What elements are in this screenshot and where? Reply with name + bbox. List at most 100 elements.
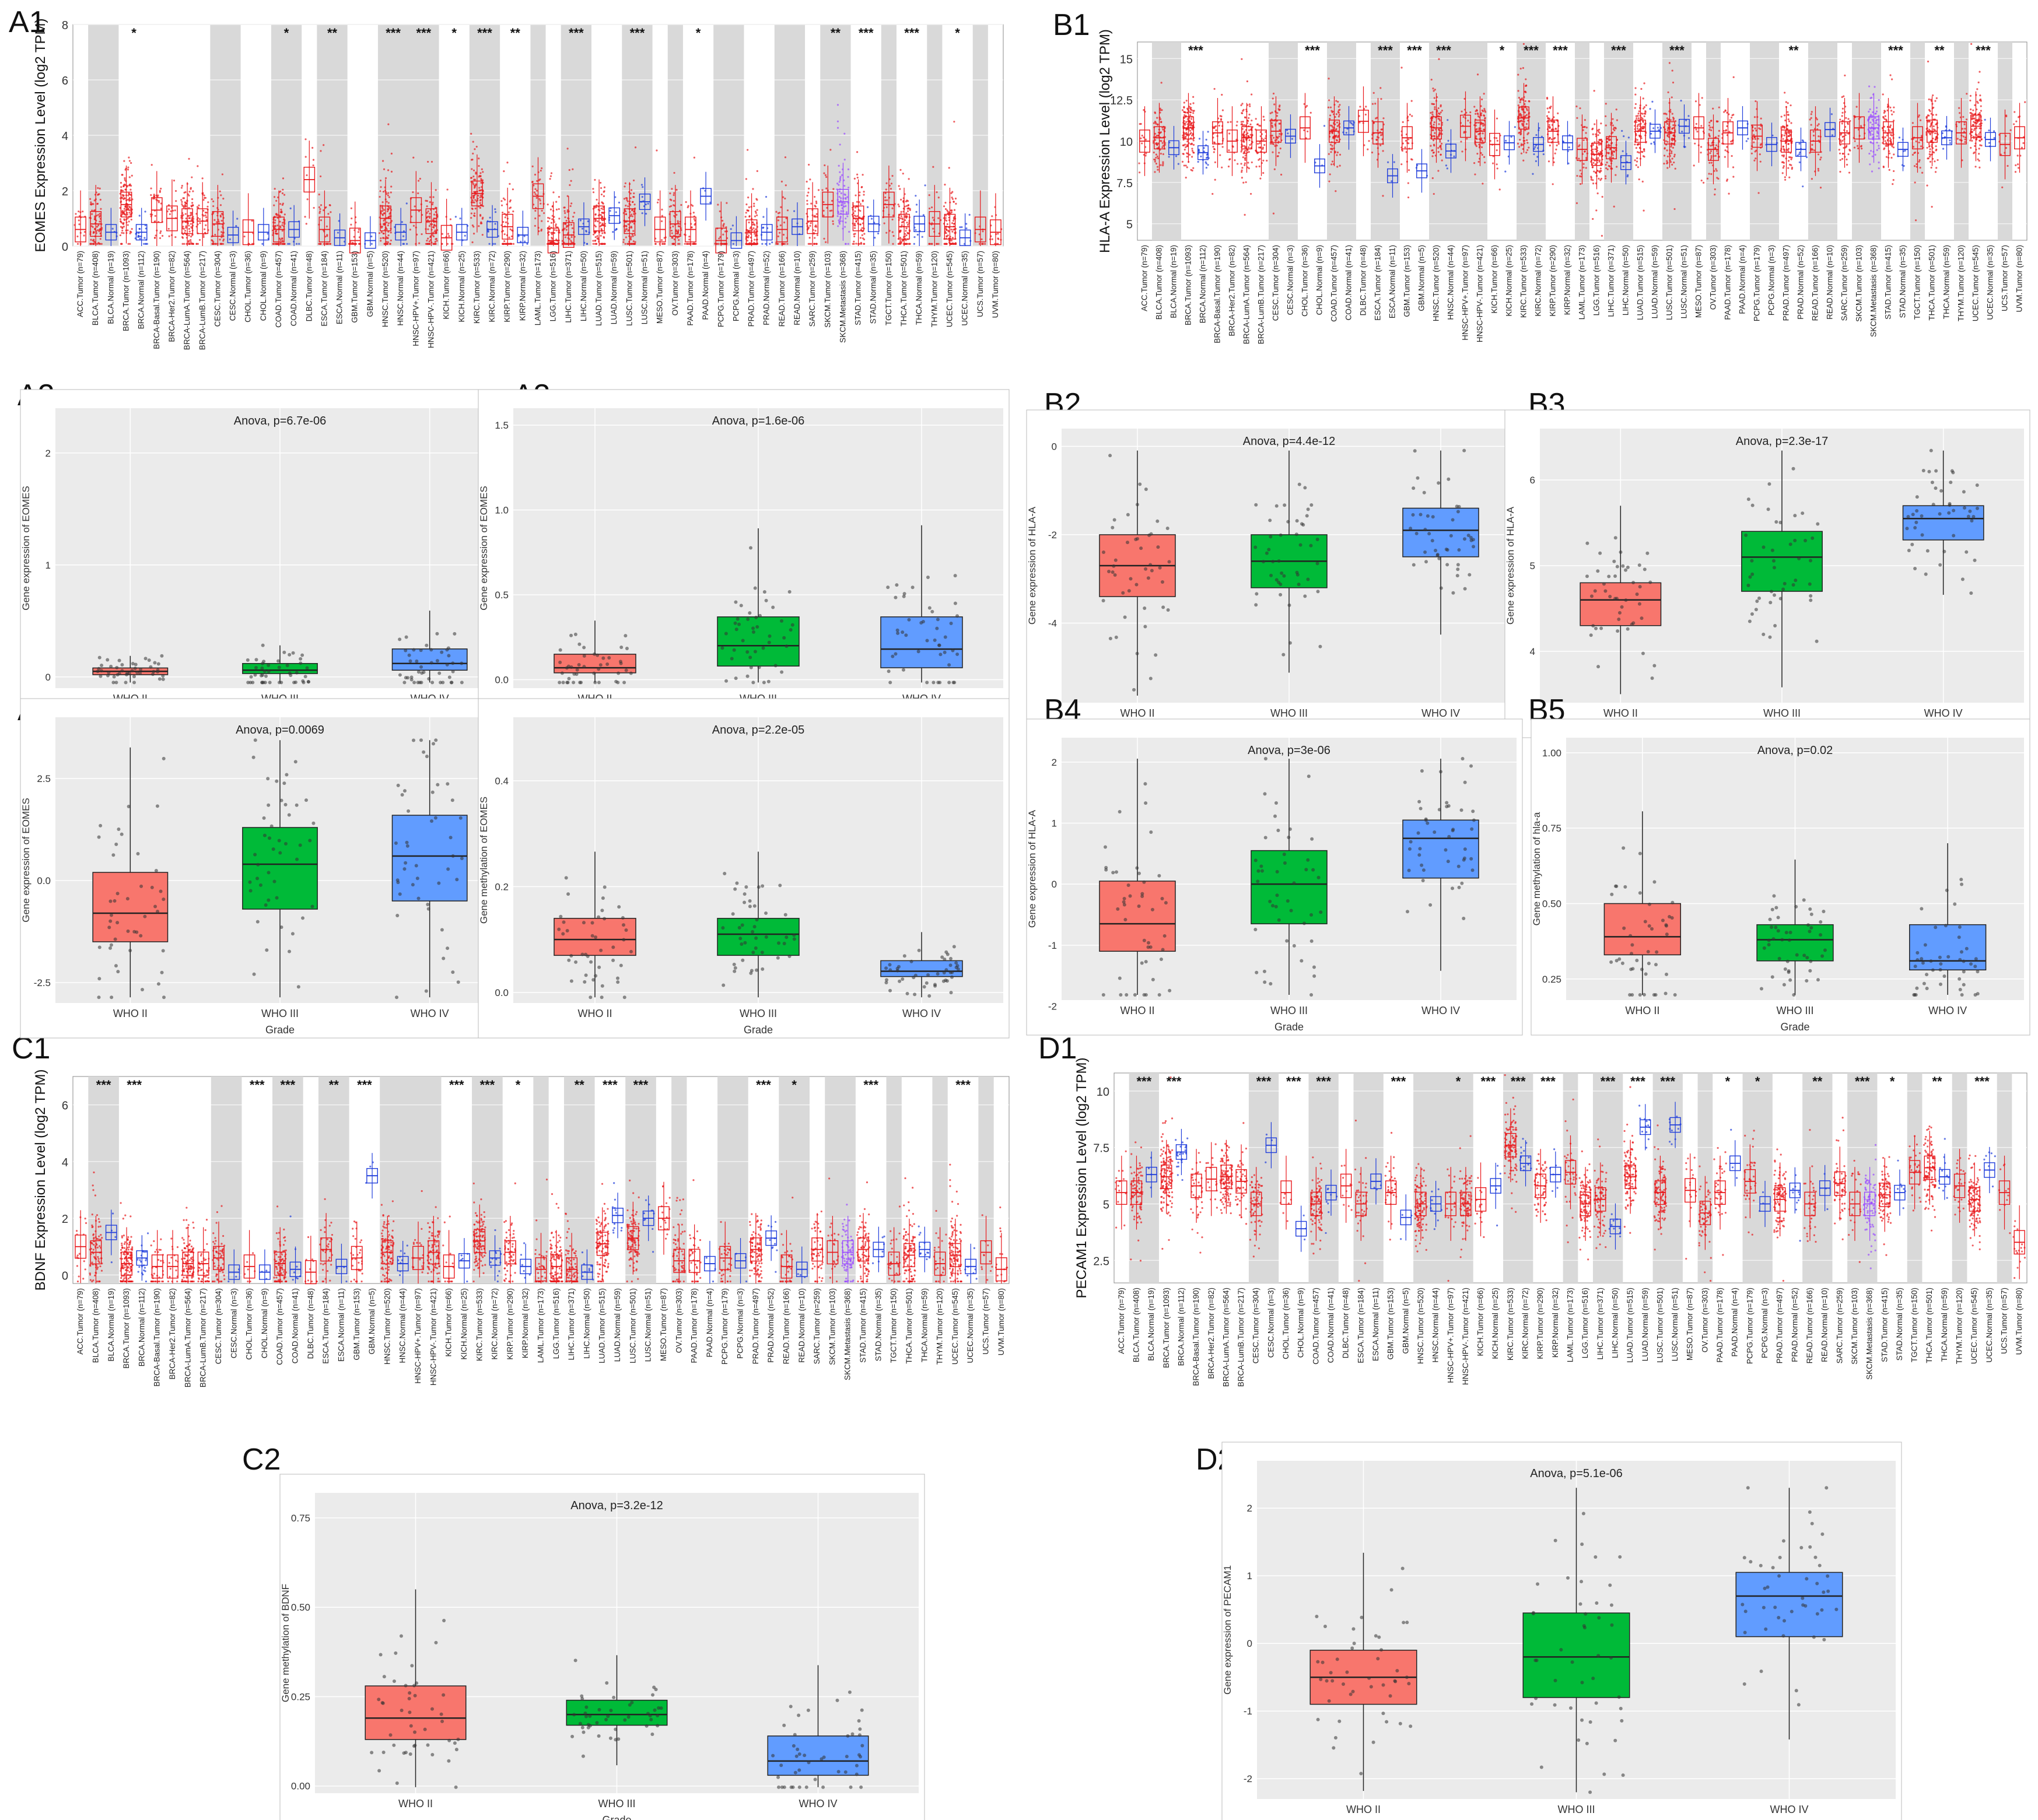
data-point — [1161, 146, 1164, 149]
data-point — [387, 241, 390, 243]
data-point — [1277, 136, 1279, 139]
data-point — [645, 203, 647, 206]
data-point — [325, 225, 328, 227]
data-point — [1498, 188, 1501, 191]
data-point — [508, 236, 510, 239]
data-point — [138, 228, 141, 230]
data-point — [121, 209, 124, 212]
data-point — [550, 172, 553, 174]
data-point — [1664, 148, 1666, 150]
data-point — [1598, 128, 1601, 131]
data-point — [1595, 133, 1597, 135]
data-point — [1817, 153, 1820, 156]
data-point — [1141, 134, 1143, 137]
data-point — [948, 167, 950, 169]
data-point — [1787, 102, 1789, 104]
data-point — [1244, 213, 1246, 216]
data-point — [1708, 173, 1710, 175]
data-point — [1518, 146, 1521, 148]
data-point — [1446, 167, 1448, 170]
category-label: OV.Tumor (n=303) — [1709, 245, 1718, 310]
data-point — [1475, 110, 1477, 113]
data-point — [675, 188, 678, 191]
data-point — [119, 234, 121, 237]
data-point — [592, 240, 594, 242]
data-point — [152, 197, 155, 200]
data-point — [388, 215, 391, 218]
data-point — [661, 243, 664, 245]
data-point — [128, 212, 131, 214]
data-point — [128, 209, 131, 212]
data-point — [273, 196, 276, 198]
data-point — [1496, 167, 1498, 170]
data-point — [500, 200, 503, 202]
data-point — [1177, 163, 1179, 165]
data-point — [145, 243, 147, 245]
data-point — [358, 229, 360, 231]
data-point — [1840, 139, 1842, 142]
data-point — [1784, 119, 1787, 122]
data-point — [122, 222, 124, 225]
data-point — [822, 209, 825, 212]
data-point — [99, 198, 101, 201]
data-point — [1753, 141, 1755, 143]
data-point — [626, 197, 628, 199]
data-point — [1153, 122, 1155, 124]
data-point — [885, 182, 888, 184]
significance-star: *** — [386, 26, 401, 40]
data-point — [1710, 145, 1712, 147]
data-point — [883, 222, 885, 225]
data-point — [630, 239, 632, 241]
data-point — [173, 180, 176, 182]
data-point — [755, 212, 757, 214]
category-label: CESC.Normal (n=3) — [229, 251, 237, 321]
data-point — [1236, 121, 1238, 123]
data-point — [120, 181, 122, 184]
data-point — [295, 243, 298, 245]
data-point — [337, 232, 339, 234]
data-point — [1309, 111, 1312, 114]
data-point — [1145, 152, 1147, 155]
category-label: BRCA-LumB.Tumor (n=217) — [1257, 245, 1266, 344]
data-point — [1672, 127, 1675, 129]
data-point — [1335, 113, 1338, 115]
data-point — [1269, 112, 1272, 114]
data-point — [390, 185, 393, 188]
data-point — [1189, 103, 1192, 105]
data-point — [847, 243, 849, 245]
data-point — [944, 215, 947, 217]
category-label: LUAD.Tumor (n=515) — [594, 251, 603, 326]
data-point — [782, 233, 785, 236]
data-point — [793, 210, 796, 212]
data-point — [428, 240, 430, 243]
data-point — [75, 213, 77, 215]
data-point — [479, 194, 482, 197]
data-point — [1838, 149, 1840, 151]
data-point — [814, 195, 816, 198]
data-point — [1336, 121, 1339, 124]
data-point — [1701, 97, 1703, 99]
data-point — [1700, 125, 1703, 127]
data-point — [837, 225, 839, 227]
category-label: SARC.Tumor (n=259) — [808, 251, 817, 327]
data-point — [1643, 150, 1645, 152]
data-point — [494, 208, 496, 211]
data-point — [1554, 152, 1556, 155]
data-point — [188, 243, 190, 245]
data-point — [478, 225, 480, 227]
data-point — [1185, 100, 1188, 102]
data-point — [1615, 108, 1617, 111]
data-point — [1504, 170, 1507, 173]
category-label: CHOL.Tumor (n=36) — [1301, 245, 1309, 317]
category-label: CESC.Tumor (n=304) — [213, 251, 222, 327]
data-point — [953, 223, 955, 225]
data-point — [845, 243, 847, 245]
data-point — [953, 201, 955, 203]
data-point — [906, 222, 908, 224]
data-point — [320, 175, 322, 178]
data-point — [671, 232, 673, 234]
data-point — [1476, 152, 1479, 155]
data-point — [629, 197, 632, 199]
data-point — [1525, 123, 1528, 125]
